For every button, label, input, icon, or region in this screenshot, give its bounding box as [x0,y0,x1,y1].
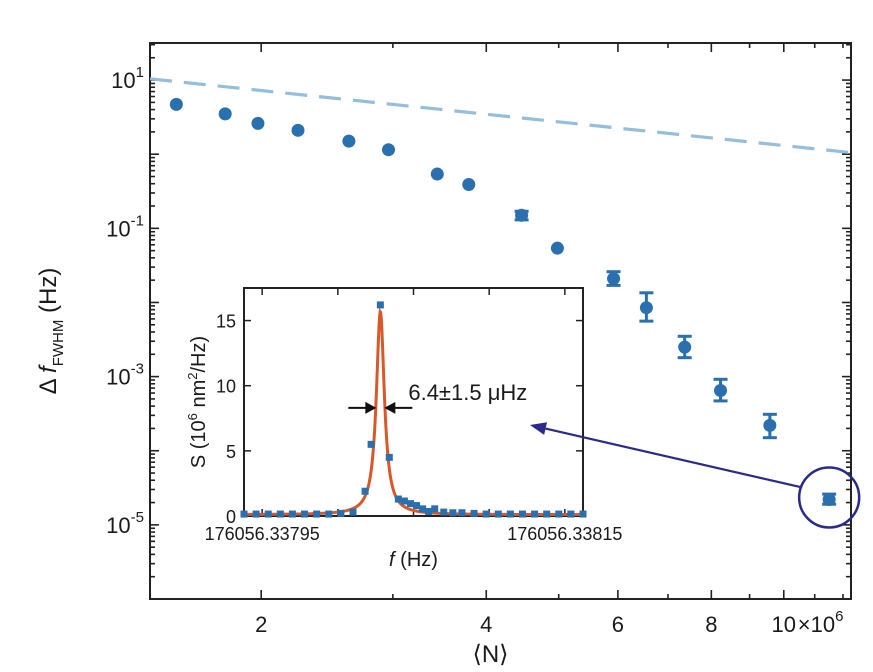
highlight-circle [797,466,861,529]
inset-data-point [349,508,357,516]
inset-data-point [440,508,448,516]
main-y-axis-label: Δ fFWHM (Hz) [35,268,67,395]
inset-data-point [458,509,466,517]
arrow-right-head [384,401,396,414]
x-multiplier: ×106 [798,608,844,637]
main-y-tick-label: 101 [111,64,144,93]
main-y-tick-label: 10-1 [106,212,144,241]
reference-dashed-line [150,77,851,155]
main-plot-frame [149,42,852,600]
data-point [291,123,305,137]
linewidth-annotation: 6.4±1.5 μHz [408,380,527,405]
inset-data-point [470,509,478,517]
inset-data-point [264,510,272,518]
inset-plot: 0 5 10 15 176056.33795 176056.33815 f (Hz) S (1… [185,287,622,571]
data-point [342,134,356,148]
inset-data-point [482,510,490,518]
main-data-series [169,97,837,506]
inset-data-point [531,510,539,518]
inset-data-point [543,510,551,518]
data-point [678,340,692,354]
data-point [714,383,728,397]
inset-data-point [518,510,526,518]
data-point [515,208,529,222]
inset-data-point [385,453,393,461]
inset-x-tick-label: 176056.33815 [507,524,622,544]
connector-arrow-line [545,427,803,489]
inset-y-tick-label: 10 [216,377,236,397]
inset-data-point [276,510,284,518]
main-x-tick-label: 10 [772,612,796,637]
main-y-ticks [150,43,851,600]
inset-data-point [361,487,369,495]
inset-data-point [376,301,384,309]
main-y-tick-label: 10-5 [106,509,144,538]
main-x-tick-label: 2 [255,612,267,637]
inset-data-point [394,495,402,503]
connector-arrow-head [530,422,548,435]
data-point [218,107,232,121]
data-point [822,492,836,506]
data-point [639,301,653,315]
inset-data-point [337,509,345,517]
inset-data-point [325,510,333,518]
data-point [169,97,183,111]
inset-data-point [288,510,296,518]
inset-data-point [449,509,457,517]
main-y-tick-label: 10-3 [106,361,144,390]
main-x-tick-label: 8 [705,612,717,637]
inset-y-axis-label: S (106 nm2/Hz) [185,336,210,468]
inset-data-point [425,507,433,515]
inset-data-point [400,497,408,505]
inset-data-point [579,510,587,518]
main-x-tick-label: 6 [612,612,624,637]
inset-data-point [555,510,563,518]
inset-y-tick-label: 5 [226,442,236,462]
inset-x-tick-label: 176056.33795 [205,524,320,544]
inset-data-series [240,301,587,518]
inset-data-point [252,510,260,518]
inset-data-point [406,500,414,508]
inset-data-point [413,502,421,510]
inset-data-point [313,510,321,518]
inset-data-point [367,440,375,448]
inset-data-point [494,510,502,518]
linewidth-arrows [348,401,413,414]
data-point [462,178,476,192]
data-point [550,241,564,255]
inset-y-tick-label: 15 [216,312,236,332]
inset-data-point [506,510,514,518]
data-point [381,143,395,157]
data-point [607,272,621,286]
inset-data-point [567,510,575,518]
inset-data-point [419,505,427,513]
inset-x-axis-label: f (Hz) [389,549,438,571]
inset-data-point [431,505,439,513]
inset-frame [243,287,584,517]
data-point [763,418,777,432]
main-x-tick-label: 4 [480,612,492,637]
data-point [251,116,265,130]
inset-y-tick-label: 0 [226,507,236,527]
main-x-ticks [260,43,844,599]
inset-data-point [240,510,248,518]
inset-data-point [301,510,309,518]
main-x-axis-label: ⟨N⟩ [472,641,508,668]
inset-fit-curve [244,307,583,516]
data-point [430,167,444,181]
arrow-left-head [365,401,377,414]
